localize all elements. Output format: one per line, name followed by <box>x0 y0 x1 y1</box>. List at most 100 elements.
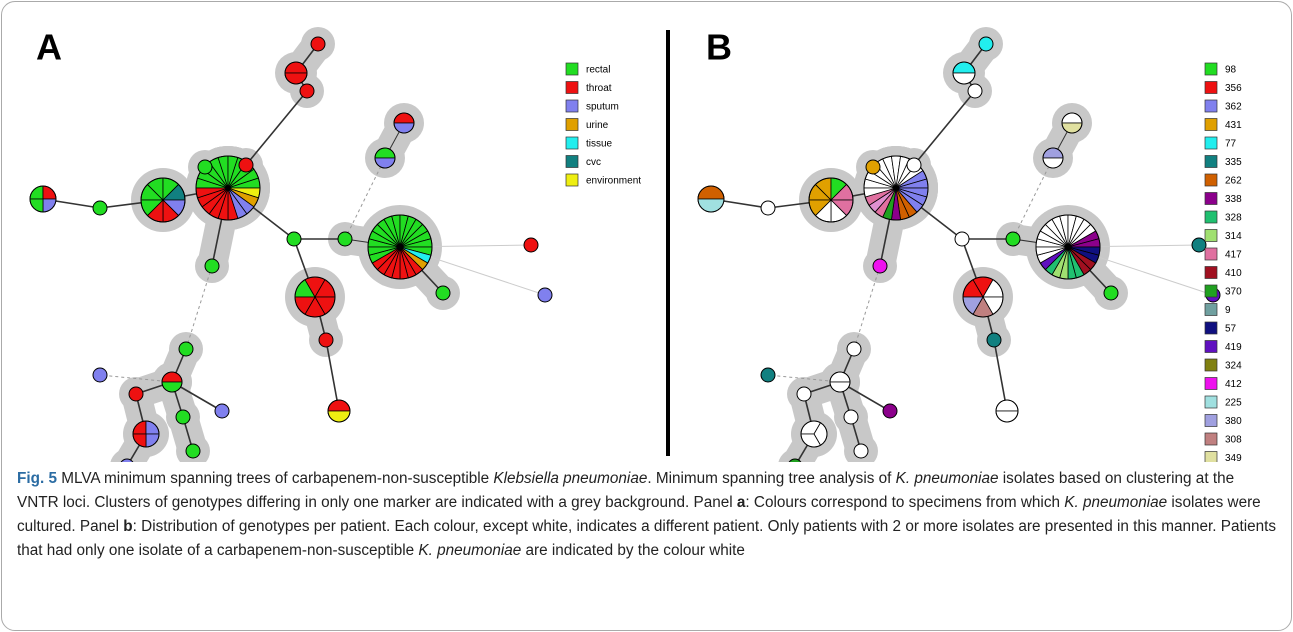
legend-swatch <box>1204 266 1218 279</box>
caption-label: Fig. 5 <box>17 470 57 487</box>
legend-label: 349 <box>1225 453 1242 462</box>
genotype-node <box>523 237 539 253</box>
genotype-node <box>978 36 994 52</box>
genotype-node <box>1005 231 1021 247</box>
legend-label: 410 <box>1225 268 1242 279</box>
legend-label: sputum <box>586 102 619 113</box>
genotype-node <box>92 367 108 383</box>
caption: Fig. 5 MLVA minimum spanning trees of ca… <box>17 467 1279 563</box>
genotype-node <box>986 332 1002 348</box>
genotype-node <box>800 420 828 448</box>
genotype-node <box>284 61 308 85</box>
legend-label: 324 <box>1225 361 1242 372</box>
genotype-node <box>197 159 213 175</box>
legend-label: 335 <box>1225 157 1242 168</box>
legend-label: 328 <box>1225 213 1242 224</box>
legend-label: urine <box>586 120 609 131</box>
legend-swatch <box>565 173 579 187</box>
legend-label: environment <box>586 176 641 187</box>
tree-b <box>697 27 1221 462</box>
legend-swatch <box>1204 173 1218 187</box>
legend-swatch <box>1204 118 1218 131</box>
genotype-node <box>1103 285 1119 301</box>
genotype-node <box>140 177 186 223</box>
genotype-node <box>872 258 888 274</box>
legend-label: 419 <box>1225 342 1242 353</box>
genotype-node <box>697 185 725 213</box>
figure: A B rectal throat sputum urine tissue cvc envi… <box>29 27 1242 462</box>
caption-text: b <box>123 518 133 535</box>
genotype-node <box>286 231 302 247</box>
legend-swatch <box>565 62 579 76</box>
legend-swatch <box>1204 210 1218 224</box>
legend-label: rectal <box>586 65 610 76</box>
legend-swatch <box>1204 432 1218 446</box>
legend-swatch <box>1204 377 1218 390</box>
legend-label: 308 <box>1225 435 1242 446</box>
genotype-node <box>808 177 854 223</box>
caption-text: : Distribution of genotypes per patient.… <box>17 518 1277 559</box>
genotype-node <box>906 157 922 173</box>
genotype-node <box>760 200 776 216</box>
caption-text: K. pneumoniae <box>895 470 999 487</box>
legend-label: 9 <box>1225 305 1231 316</box>
caption-text: Klebsiella pneumoniae <box>493 470 648 487</box>
genotype-node <box>760 367 776 383</box>
legend-swatch <box>1204 99 1218 113</box>
legend-swatch <box>565 136 579 150</box>
legend-label: 225 <box>1225 398 1242 409</box>
genotype-node <box>1191 237 1207 253</box>
genotype-node <box>863 155 929 221</box>
genotype-node <box>132 420 160 448</box>
legend-label: 356 <box>1225 83 1242 94</box>
genotype-node <box>1035 214 1101 280</box>
legend-label: 380 <box>1225 416 1242 427</box>
caption-text: K. pneumoniae <box>1064 494 1168 511</box>
caption-text: are indicated by the colour white <box>521 542 745 559</box>
node-slice <box>995 410 1019 423</box>
caption-text: . Minimum spanning tree analysis of <box>647 470 896 487</box>
legend-label: 362 <box>1225 102 1242 113</box>
tree-edge <box>853 265 881 350</box>
genotype-node <box>195 155 261 221</box>
genotype-node <box>882 403 898 419</box>
legend-label: cvc <box>586 157 601 168</box>
legend-label: 412 <box>1225 379 1242 390</box>
legend-swatch <box>1204 62 1218 76</box>
genotype-node <box>29 185 57 213</box>
legend-label: 314 <box>1225 231 1242 242</box>
legend-swatch <box>1204 192 1218 205</box>
panel-label: B <box>706 27 732 68</box>
legend-swatch <box>1204 155 1218 168</box>
genotype-node <box>374 147 396 169</box>
node-slice <box>697 185 725 200</box>
legend-swatch <box>1204 451 1218 462</box>
legend-swatch <box>1204 136 1218 150</box>
legend-label: 417 <box>1225 250 1242 261</box>
node-slice <box>327 399 351 412</box>
tree-edge <box>185 265 213 350</box>
genotype-node <box>238 157 254 173</box>
legend-label: 338 <box>1225 194 1242 205</box>
genotype-node <box>128 386 144 402</box>
legend-label: 98 <box>1225 65 1237 76</box>
tree-edge <box>99 374 173 383</box>
legend-swatch <box>565 99 579 113</box>
node-slice <box>697 198 725 213</box>
genotype-node <box>318 332 334 348</box>
legend-swatch <box>565 118 579 131</box>
legend-swatch <box>565 81 579 94</box>
legend-label: 57 <box>1225 324 1237 335</box>
genotype-node <box>161 371 183 393</box>
genotype-node <box>299 83 315 99</box>
caption-text: a <box>736 494 746 511</box>
genotype-node <box>120 458 134 462</box>
node-slice <box>995 399 1019 412</box>
legend-swatch <box>1204 358 1218 372</box>
genotype-node <box>393 112 415 134</box>
caption-text: K. pneumoniae <box>418 542 522 559</box>
tree-edge <box>325 339 340 412</box>
tree-edge <box>913 90 976 166</box>
legend-swatch <box>565 155 579 168</box>
